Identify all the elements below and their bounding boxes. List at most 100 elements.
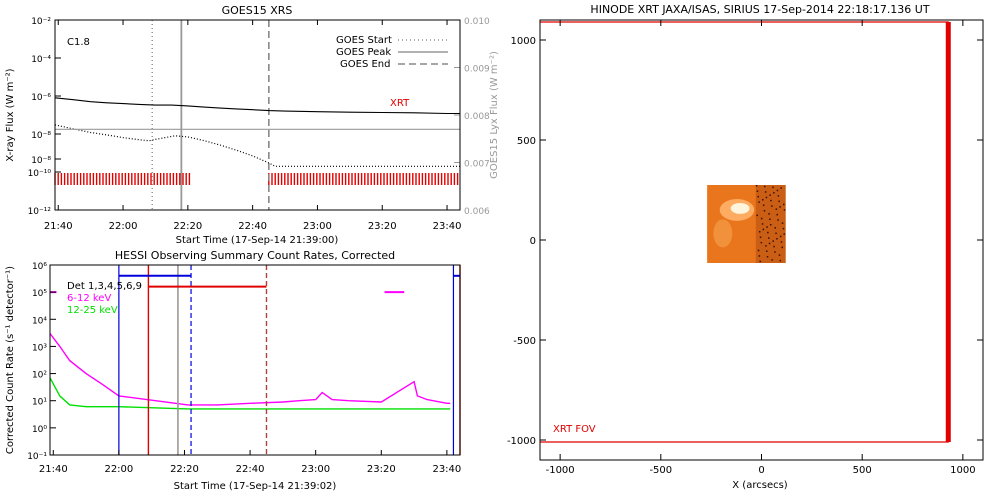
xrt-x-tick-label: -1000	[546, 465, 575, 476]
xrt-image-noise	[783, 209, 786, 211]
xrt-x-tick-label: 1000	[950, 465, 975, 476]
xrt-image-noise	[762, 228, 765, 231]
goes-y2label: GOES15 Lyx Flux (W m⁻²)	[489, 51, 500, 179]
xrt-image-noise	[780, 241, 783, 243]
xrt-image-noise	[760, 241, 763, 244]
xrt-image-bright-core	[730, 202, 750, 214]
xrt-image-noise	[760, 217, 763, 220]
xrt-image-noise	[757, 195, 759, 198]
xrt-image-noise	[777, 219, 779, 221]
hessi-legend-band1: 6-12 keV	[67, 293, 111, 304]
goes-panel: GOES15 XRS 21:40 22:00 22:20 22:40 23:00 23:2…	[5, 4, 500, 246]
xrt-image-noise	[779, 235, 782, 238]
hessi-y-tick-label: 10⁰	[32, 425, 47, 435]
hessi-x-tick-label: 23:40	[432, 464, 461, 475]
hessi-legend: Det 1,3,4,5,6,9 6-12 keV 12-25 keV	[67, 281, 142, 316]
goes-y-tick-label: 10⁻⁴	[31, 55, 51, 65]
xrt-image-noise	[758, 201, 760, 203]
xrt-image-noise	[771, 259, 773, 261]
hessi-x-tick-label: 22:20	[170, 464, 199, 475]
xrt-image-noise	[777, 195, 780, 197]
xrt-image-noise	[778, 254, 781, 256]
xrt-image-noise	[772, 240, 774, 242]
goes-y-tick-label: 10⁻⁶	[31, 93, 51, 103]
hessi-y-tick-label: 10⁴	[32, 316, 47, 326]
hessi-x-tick-label: 23:20	[367, 464, 396, 475]
xrt-image-noise	[764, 185, 766, 188]
xrt-title: HINODE XRT JAXA/ISAS, SIRIUS 17-Sep-2014…	[590, 3, 929, 16]
xrt-image-noise	[774, 251, 776, 253]
xrt-image-noise	[775, 232, 777, 235]
goes-y-tick-label: 10⁻⁸	[31, 156, 51, 166]
xrt-x-tick-label: 0	[758, 465, 764, 476]
hessi-y-tick-label: 10¹	[32, 398, 47, 408]
xrt-xlabel: X (arcsecs)	[732, 480, 788, 491]
hessi-xlabel: Start Time (17-Sep-14 21:39:02)	[174, 481, 337, 492]
xrt-image-noise	[765, 245, 767, 247]
hessi-panel: HESSI Observing Summary Count Rates, Cor…	[5, 249, 461, 492]
hessi-y-tick-label: 10⁵	[32, 289, 47, 299]
goes-y2-tick-label: 0.009	[464, 65, 490, 75]
goes-legend-peak: GOES Peak	[336, 47, 391, 58]
xrt-image-noise	[758, 255, 761, 257]
hessi-x-tick-label: 22:40	[236, 464, 265, 475]
hessi-ylabel: Corrected Count Rate (s⁻¹ detector⁻¹)	[5, 266, 16, 454]
xrt-y-tick-label: 0	[530, 236, 536, 247]
xrt-image-noise	[771, 205, 773, 207]
xrt-image-noise	[758, 231, 761, 233]
xrt-image-noise	[783, 233, 785, 235]
xrt-image-noise	[782, 227, 785, 230]
hessi-series-0-line	[49, 333, 451, 406]
goes-y-tick-label: 10⁻⁸	[31, 131, 51, 141]
xrt-image-noise	[769, 194, 771, 196]
xrt-y-tick-label: 1000	[511, 36, 536, 47]
xrt-image-noise	[780, 187, 782, 189]
xrt-image-loop	[713, 219, 733, 248]
hessi-x-tick-label: 23:00	[301, 464, 330, 475]
goes-x-tick-label: 23:00	[303, 221, 332, 232]
xrt-panel: HINODE XRT JAXA/ISAS, SIRIUS 17-Sep-2014…	[507, 3, 984, 491]
xrt-image-noise	[756, 190, 759, 192]
goes-x-tick-label: 22:20	[173, 221, 202, 232]
xrt-image-noise	[768, 242, 771, 245]
goes-x-tick-label: 22:00	[109, 221, 138, 232]
xrt-x-tick-label: 500	[853, 465, 872, 476]
hessi-legend-band2: 12-25 keV	[67, 305, 118, 316]
hessi-plot-area: 21:40 22:00 22:20 22:40 23:00 23:20 23:40 10⁶ 10…	[27, 262, 461, 475]
hessi-y-tick-label: 10⁶	[32, 262, 47, 272]
xrt-image-noise	[768, 237, 770, 239]
xrt-image-noise	[770, 224, 772, 226]
goes-legend-start: GOES Start	[336, 35, 392, 46]
xrt-image-noise	[781, 246, 783, 249]
goes-y2-tick-label: 0.008	[464, 112, 490, 122]
goes-y2-tick-label: 0.007	[464, 160, 490, 170]
hessi-series-1-line	[49, 377, 451, 410]
xrt-image-noise	[755, 185, 758, 187]
xrt-x-tick-label: -500	[649, 465, 672, 476]
goes-xrt-label: XRT	[390, 98, 410, 109]
xrt-plot-area: -1000 -500 0 500 1000 1000 500 0 -500 -1000	[507, 20, 983, 476]
xrt-image-noise	[757, 249, 760, 252]
hessi-legend-det: Det 1,3,4,5,6,9	[67, 281, 142, 292]
xrt-image-noise	[756, 214, 758, 217]
goes-xlabel: Start Time (17-Sep-14 21:39:00)	[176, 235, 339, 246]
goes-x-tick-label: 23:40	[433, 221, 462, 232]
hessi-title: HESSI Observing Summary Count Rates, Cor…	[115, 249, 395, 262]
xrt-image-noise	[762, 204, 765, 206]
hessi-y-tick-label: 10⁻¹	[27, 452, 47, 462]
goes-frame	[54, 19, 461, 211]
xrt-image-noise	[773, 192, 775, 194]
hessi-x-tick-label: 22:00	[104, 464, 133, 475]
xrt-image-noise	[772, 186, 774, 189]
hessi-y-tick-label: 10³	[32, 343, 47, 353]
hessi-frame	[49, 264, 461, 456]
xrt-image-noise	[775, 208, 778, 210]
goes-ylabel: X-ray Flux (W m⁻²)	[5, 68, 16, 161]
xrt-image-noise	[769, 218, 771, 220]
xrt-image-noise	[763, 210, 766, 212]
xrt-image-noise	[766, 250, 768, 252]
goes-y-tick-label: 10⁻¹⁰	[28, 169, 52, 179]
goes-x-tick-label: 22:40	[238, 221, 267, 232]
xrt-image-noise	[776, 238, 778, 240]
